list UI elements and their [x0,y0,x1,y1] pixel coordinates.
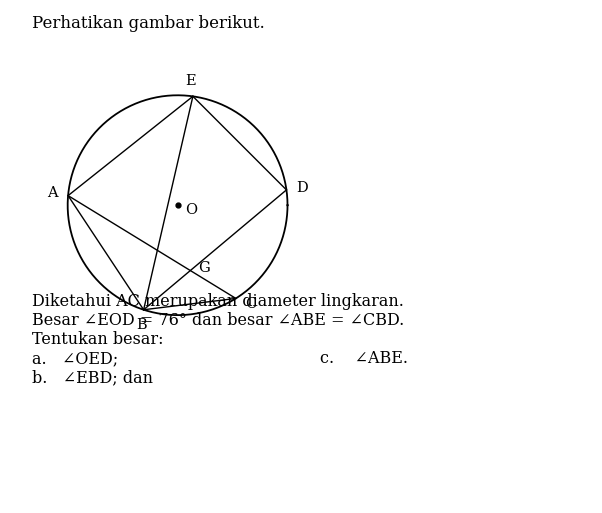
Text: B: B [136,318,147,332]
Text: E: E [185,74,196,88]
Text: b.   ∠EBD; dan: b. ∠EBD; dan [32,369,153,386]
Text: Perhatikan gambar berikut.: Perhatikan gambar berikut. [32,15,265,32]
Text: C: C [246,297,257,311]
Text: a.   ∠OED;: a. ∠OED; [32,350,118,367]
Text: G: G [197,261,209,275]
Text: Tentukan besar:: Tentukan besar: [32,331,164,348]
Text: c.    ∠ABE.: c. ∠ABE. [320,350,408,367]
Text: O: O [185,203,197,216]
Text: Besar ∠EOD = 76° dan besar ∠ABE = ∠CBD.: Besar ∠EOD = 76° dan besar ∠ABE = ∠CBD. [32,312,405,329]
Text: A: A [48,186,58,201]
Text: Diketahui AC merupakan diameter lingkaran.: Diketahui AC merupakan diameter lingkara… [32,293,404,310]
Text: D: D [296,181,308,195]
